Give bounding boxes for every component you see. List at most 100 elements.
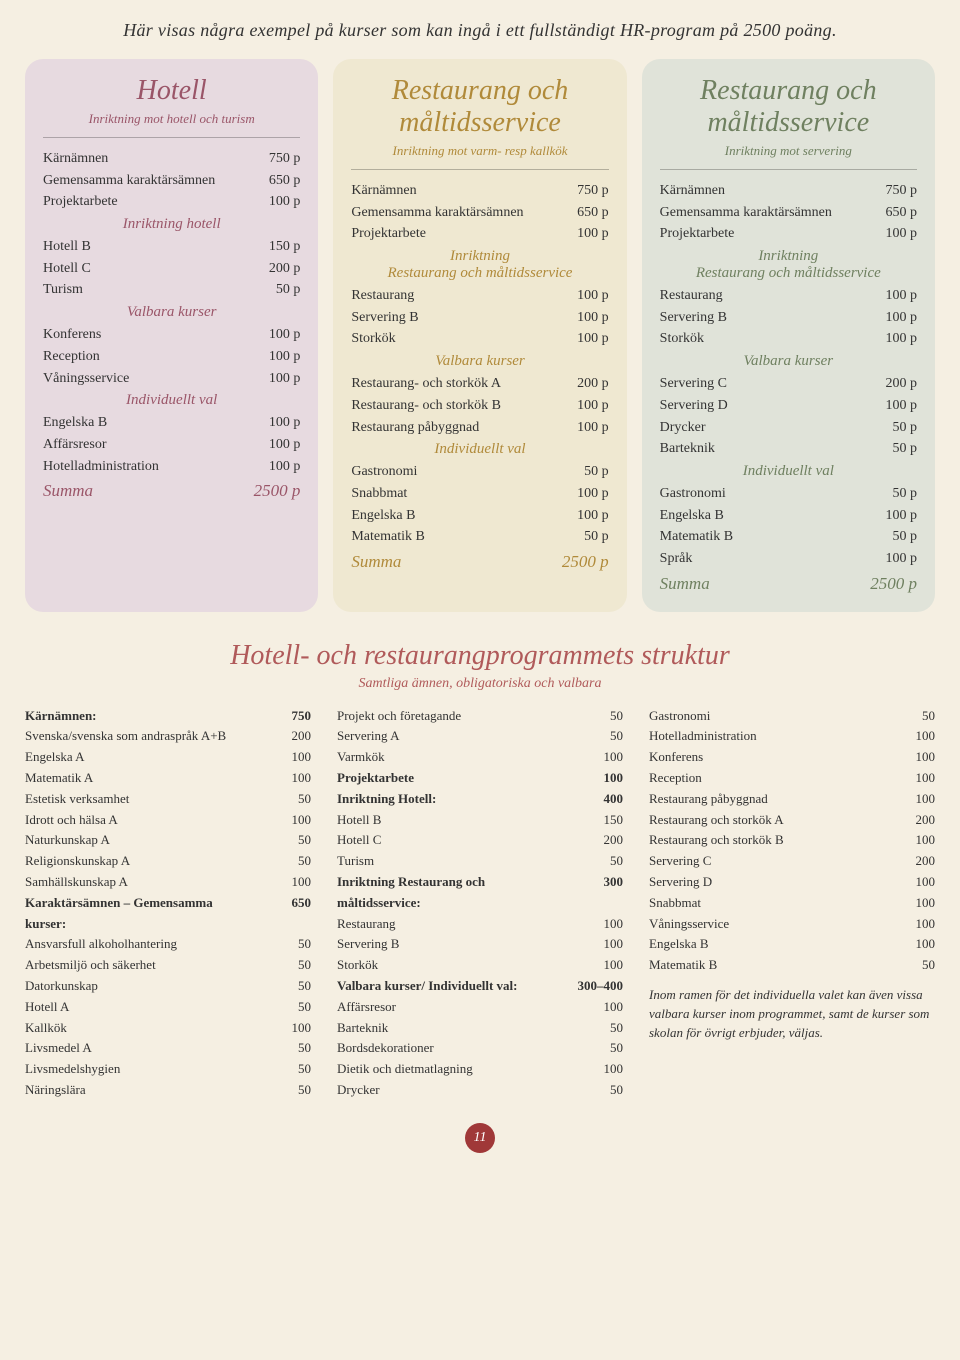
- struct-value: 200: [916, 851, 936, 872]
- row-label: Kärnämnen: [660, 180, 725, 202]
- section-heading: Valbara kurser: [43, 304, 300, 321]
- section-heading: Valbara kurser: [351, 353, 608, 370]
- row-value: 100 p: [269, 191, 301, 213]
- struct-label: Drycker: [337, 1080, 380, 1101]
- struct-label: Turism: [337, 851, 374, 872]
- row-value: 100 p: [885, 548, 917, 570]
- row-value: 200 p: [885, 373, 917, 395]
- struct-value: 100: [916, 747, 936, 768]
- struct-value: 50: [922, 955, 935, 976]
- struct-label: Hotell A: [25, 997, 69, 1018]
- row-label: Servering C: [660, 373, 727, 395]
- struct-row: Livsmedel A50: [25, 1038, 311, 1059]
- card-subtitle: Inriktning mot varm- resp kallkök: [351, 143, 608, 159]
- row-value: 100 p: [269, 368, 301, 390]
- card-title: Restaurang och måltidsservice: [351, 75, 608, 139]
- struct-label: Servering C: [649, 851, 711, 872]
- struct-row: Restaurang och storkök A200: [649, 810, 935, 831]
- struct-label: Inriktning Hotell:: [337, 789, 436, 810]
- summa-row: Summa2500 p: [351, 552, 608, 572]
- row-value: 100 p: [885, 505, 917, 527]
- struct-row: Turism 50: [337, 851, 623, 872]
- row-value: 100 p: [577, 328, 609, 350]
- struct-value: 300: [604, 872, 624, 914]
- table-row: Projektarbete100 p: [351, 223, 608, 245]
- struct-row: Arbetsmiljö och säkerhet50: [25, 955, 311, 976]
- row-value: 100 p: [885, 223, 917, 245]
- row-value: 100 p: [577, 395, 609, 417]
- struct-row: Hotell C200: [337, 830, 623, 851]
- row-value: 750 p: [269, 148, 301, 170]
- row-value: 100 p: [269, 412, 301, 434]
- struct-label: Våningsservice: [649, 914, 729, 935]
- table-row: Reception100 p: [43, 346, 300, 368]
- struct-value: 50: [610, 1080, 623, 1101]
- struct-row: Servering B100: [337, 934, 623, 955]
- row-value: 50 p: [276, 279, 301, 301]
- struct-row: Gastronomi50: [649, 706, 935, 727]
- table-row: Restaurang- och storkök B100 p: [351, 395, 608, 417]
- struct-label: Engelska B: [649, 934, 709, 955]
- table-row: Kärnämnen750 p: [351, 180, 608, 202]
- struct-value: 50: [610, 851, 623, 872]
- table-row: Restaurang- och storkök A200 p: [351, 373, 608, 395]
- struct-subtitle: Samtliga ämnen, obligatoriska och valbar…: [25, 676, 935, 692]
- struct-value: 100: [604, 914, 624, 935]
- summa-row: Summa2500 p: [43, 481, 300, 501]
- struct-label: Arbetsmiljö och säkerhet: [25, 955, 156, 976]
- section-heading: Individuellt val: [660, 463, 917, 480]
- struct-value: 50: [298, 997, 311, 1018]
- struct-value: 100: [916, 726, 936, 747]
- row-value: 50 p: [892, 483, 917, 505]
- struct-label: Samhällskunskap A: [25, 872, 128, 893]
- table-row: Projektarbete100 p: [43, 191, 300, 213]
- row-label: Servering D: [660, 395, 728, 417]
- row-label: Servering B: [660, 307, 727, 329]
- struct-row: Barteknik50: [337, 1018, 623, 1039]
- struct-label: Storkök: [337, 955, 378, 976]
- row-value: 100 p: [577, 223, 609, 245]
- struct-value: 100: [916, 893, 936, 914]
- struct-label: Snabbmat: [649, 893, 701, 914]
- struct-value: 100: [604, 997, 624, 1018]
- row-value: 50 p: [892, 417, 917, 439]
- struct-label: Restaurang och storkök A: [649, 810, 784, 831]
- struct-label: Kallkök: [25, 1018, 67, 1039]
- row-value: 200 p: [577, 373, 609, 395]
- struct-value: 100: [604, 955, 624, 976]
- struct-label: Karaktärsämnen – Gemensamma kurser:: [25, 893, 231, 935]
- struct-value: 300–400: [578, 976, 624, 997]
- struct-row: Konferens100: [649, 747, 935, 768]
- table-row: Engelska B100 p: [43, 412, 300, 434]
- row-value: 100 p: [269, 346, 301, 368]
- struct-label: Hotelladministration: [649, 726, 757, 747]
- card-title: Hotell: [43, 75, 300, 107]
- struct-row: Kallkök100: [25, 1018, 311, 1039]
- table-row: Restaurang100 p: [660, 285, 917, 307]
- table-row: Matematik B50 p: [660, 526, 917, 548]
- struct-label: Hotell C: [337, 830, 381, 851]
- struct-row: Kärnämnen:750: [25, 706, 311, 727]
- struct-row: Restaurang100: [337, 914, 623, 935]
- struct-row: Dietik och dietmatlagning100: [337, 1059, 623, 1080]
- row-label: Gastronomi: [660, 483, 726, 505]
- row-label: Gemensamma karaktärsämnen: [43, 170, 215, 192]
- struct-row: Drycker 50: [337, 1080, 623, 1101]
- struct-value: 650: [292, 893, 312, 935]
- struct-value: 100: [292, 747, 312, 768]
- row-label: Hotell B: [43, 236, 91, 258]
- struct-row: Servering A50: [337, 726, 623, 747]
- struct-label: Valbara kurser/ Individuellt val:: [337, 976, 517, 997]
- struct-value: 50: [610, 726, 623, 747]
- table-row: Matematik B50 p: [351, 526, 608, 548]
- struct-value: 50: [298, 1059, 311, 1080]
- summa-label: Summa: [660, 574, 710, 594]
- intro-text: Här visas några exempel på kurser som ka…: [25, 20, 935, 41]
- struct-label: Restaurang påbyggnad: [649, 789, 768, 810]
- row-label: Kärnämnen: [43, 148, 108, 170]
- struct-row: Inriktning Restaurang och måltidsservice…: [337, 872, 623, 914]
- table-row: Kärnämnen 750 p: [43, 148, 300, 170]
- struct-column: Kärnämnen:750Svenska/svenska som andrasp…: [25, 706, 311, 1101]
- struct-label: Hotell B: [337, 810, 381, 831]
- struct-label: Matematik B: [649, 955, 717, 976]
